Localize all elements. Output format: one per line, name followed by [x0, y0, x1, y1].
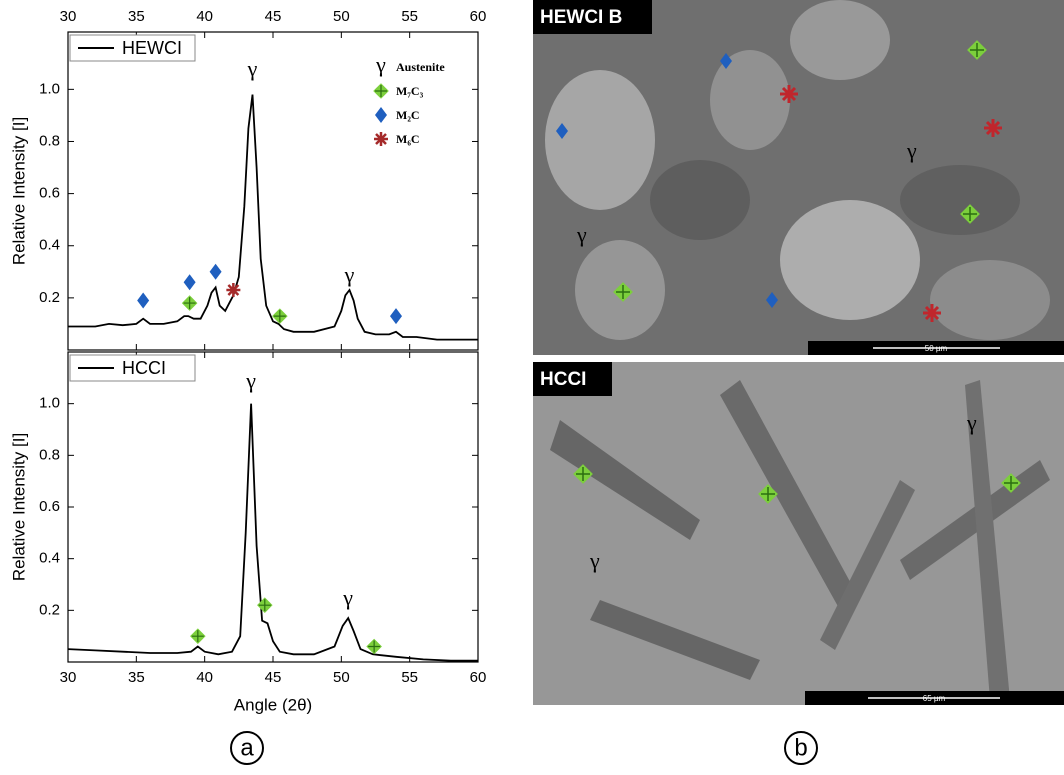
legend-symbol — [374, 132, 388, 146]
peak-symbol: γ — [247, 56, 258, 81]
scale-bar-label: 50 µm — [925, 344, 948, 353]
y-tick-label: 0.4 — [39, 550, 60, 567]
legend-label: M₇C₃ — [396, 84, 424, 98]
y-axis-title: Relative Intensity [I] — [9, 433, 28, 581]
y-tick-label: 0.2 — [39, 601, 60, 618]
y-tick-label: 0.8 — [39, 446, 60, 463]
y-tick-label: 0.6 — [39, 185, 60, 202]
phase-label: γ — [576, 222, 587, 247]
legend-label: M₂C — [396, 108, 420, 122]
phase-label: γ — [966, 410, 977, 435]
scale-bar-label: 65 µm — [923, 694, 946, 703]
x-tick-label: 55 — [401, 8, 418, 25]
plot-frame — [67, 351, 479, 663]
y-tick-label: 0.4 — [39, 237, 60, 254]
phase-marker — [209, 263, 222, 280]
x-tick-label: 50 — [333, 669, 350, 686]
y-tick-label: 0.6 — [39, 498, 60, 515]
phase-marker — [181, 295, 198, 311]
y-tick-label: 0.2 — [39, 289, 60, 306]
xrd-line — [68, 94, 478, 341]
x-tick-label: 30 — [60, 669, 77, 686]
marker-cross — [183, 297, 196, 310]
xrd-line — [67, 403, 478, 662]
micrograph-hewci: HEWCI B γ γ 50 µm — [533, 0, 1064, 355]
x-tick-label: 60 — [470, 669, 487, 686]
x-tick-label: 35 — [128, 8, 145, 25]
legend-label: Austenite — [396, 60, 445, 74]
phase-marker — [226, 283, 241, 298]
phase-label: γ — [589, 548, 600, 573]
x-tick-label: 45 — [265, 669, 282, 686]
legend-symbol — [375, 107, 387, 123]
micrograph-label: HEWCI B — [540, 7, 622, 28]
y-tick-label: 1.0 — [39, 395, 60, 412]
micrograph-hcci: HCCI γ γ 65 µm — [533, 362, 1064, 705]
peak-symbol: γ — [342, 585, 353, 610]
x-tick-label: 60 — [470, 8, 487, 25]
marker-cross — [258, 599, 271, 612]
legend-label: HCCI — [122, 358, 166, 378]
marker-cross — [273, 310, 286, 323]
x-axis-title: Angle (2θ) — [234, 695, 312, 714]
x-tick-label: 50 — [333, 8, 350, 25]
phase-marker — [390, 308, 402, 325]
plot-frame — [67, 31, 479, 351]
phase-marker — [257, 597, 273, 613]
x-tick-label: 45 — [265, 8, 282, 25]
y-tick-label: 1.0 — [39, 80, 60, 97]
phase-marker — [183, 274, 196, 291]
legend-label: HEWCI — [122, 38, 182, 58]
x-tick-label: 55 — [401, 669, 418, 686]
marker-cross — [191, 630, 204, 643]
legend-label: M₆C — [396, 132, 420, 146]
panel-label: a — [240, 734, 254, 761]
micrograph-label: HCCI — [540, 369, 586, 390]
legend-symbol: γ — [375, 52, 386, 77]
phase-marker — [137, 292, 150, 309]
phase-marker — [190, 628, 206, 644]
x-tick-label: 40 — [196, 669, 213, 686]
peak-symbol: γ — [344, 262, 355, 287]
x-tick-label: 35 — [128, 669, 145, 686]
phase-label: γ — [906, 138, 917, 163]
x-tick-label: 30 — [60, 8, 77, 25]
y-axis-title: Relative Intensity [I] — [9, 117, 28, 265]
marker-cross — [375, 85, 387, 97]
y-tick-label: 0.8 — [39, 132, 60, 149]
peak-symbol: γ — [245, 368, 256, 393]
panel-label: b — [794, 734, 807, 761]
marker-cross — [368, 640, 381, 653]
legend-symbol — [373, 83, 389, 99]
x-tick-label: 40 — [196, 8, 213, 25]
